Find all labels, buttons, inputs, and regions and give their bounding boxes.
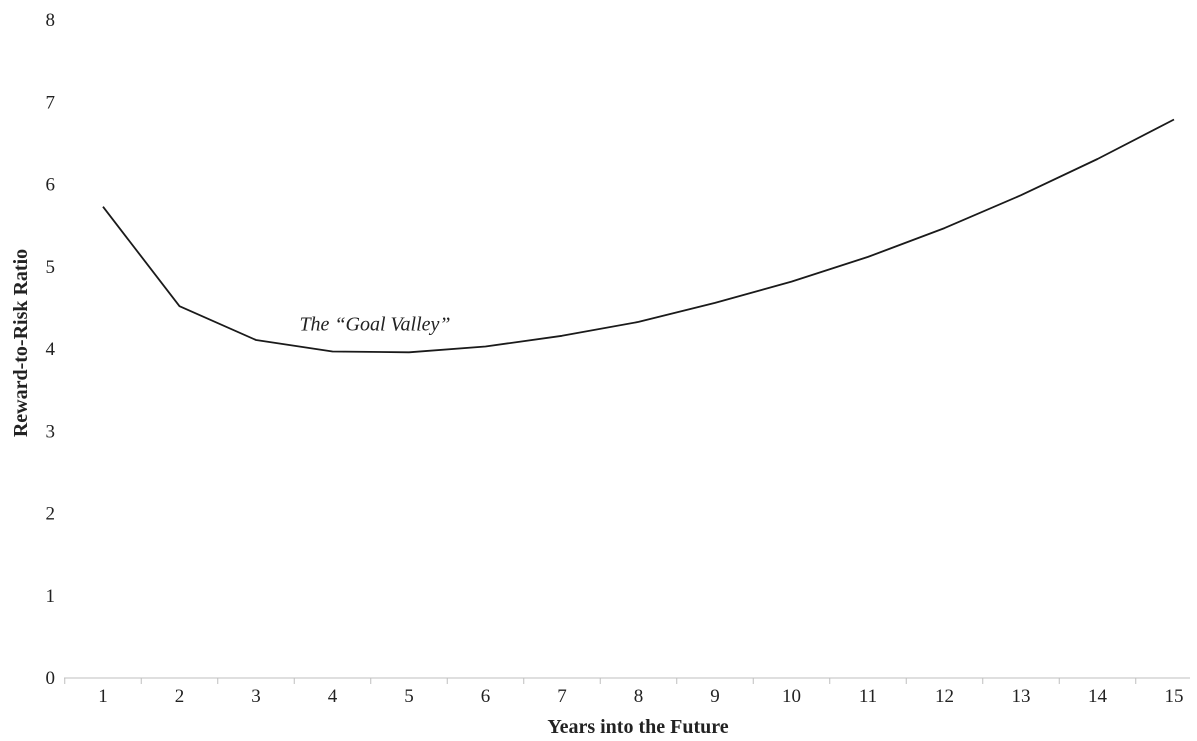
- x-tick-label: 8: [634, 686, 644, 707]
- x-tick-label: 11: [859, 686, 877, 707]
- x-tick-label: 3: [251, 686, 261, 707]
- y-tick-label: 4: [46, 339, 56, 360]
- y-tick-label: 2: [46, 504, 56, 525]
- x-tick-label: 7: [557, 686, 567, 707]
- y-tick-label: 0: [46, 668, 56, 689]
- goal-valley-annotation: The “Goal Valley”: [299, 313, 450, 335]
- x-tick-label: 4: [328, 686, 338, 707]
- x-tick-label: 9: [710, 686, 720, 707]
- x-tick-label: 2: [175, 686, 185, 707]
- x-tick-label: 10: [782, 686, 801, 707]
- y-tick-label: 1: [46, 586, 56, 607]
- y-tick-label: 5: [46, 257, 56, 278]
- x-tick-label: 15: [1165, 686, 1184, 707]
- y-tick-label: 7: [46, 92, 56, 113]
- series-line: [102, 118, 1175, 354]
- x-tick-label: 6: [481, 686, 491, 707]
- y-axis-title: Reward-to-Risk Ratio: [10, 249, 32, 437]
- y-tick-label: 8: [46, 10, 56, 31]
- x-tick-label: 5: [404, 686, 414, 707]
- x-tick-label: 14: [1088, 686, 1108, 707]
- x-tick-label: 13: [1012, 686, 1031, 707]
- y-tick-label: 6: [46, 175, 56, 196]
- x-tick-label: 12: [935, 686, 954, 707]
- x-tick-label: 1: [98, 686, 108, 707]
- y-tick-label: 3: [46, 421, 56, 442]
- x-axis-title: Years into the Future: [547, 716, 728, 736]
